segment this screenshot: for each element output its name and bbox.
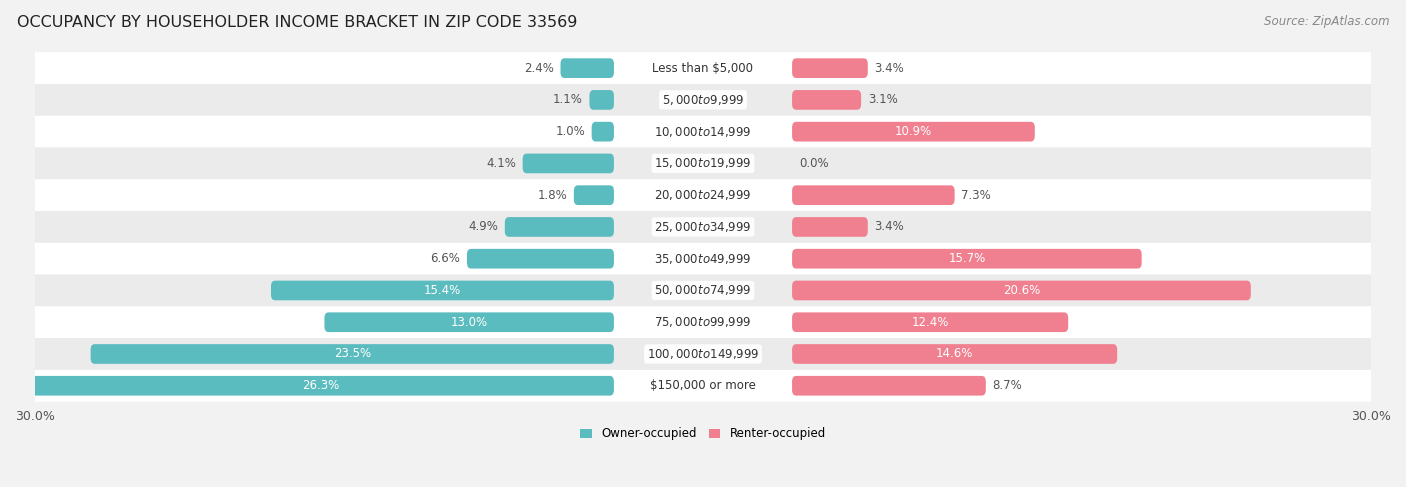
FancyBboxPatch shape [24, 179, 1382, 211]
FancyBboxPatch shape [28, 376, 614, 395]
FancyBboxPatch shape [592, 122, 614, 142]
FancyBboxPatch shape [90, 344, 614, 364]
FancyBboxPatch shape [589, 90, 614, 110]
Text: $75,000 to $99,999: $75,000 to $99,999 [654, 315, 752, 329]
Text: $100,000 to $149,999: $100,000 to $149,999 [647, 347, 759, 361]
FancyBboxPatch shape [792, 312, 1069, 332]
FancyBboxPatch shape [523, 153, 614, 173]
Text: 1.8%: 1.8% [537, 188, 567, 202]
Text: 8.7%: 8.7% [993, 379, 1022, 392]
Text: 4.1%: 4.1% [486, 157, 516, 170]
Text: 20.6%: 20.6% [1002, 284, 1040, 297]
FancyBboxPatch shape [24, 211, 1382, 243]
FancyBboxPatch shape [792, 186, 955, 205]
Text: 15.7%: 15.7% [948, 252, 986, 265]
FancyBboxPatch shape [792, 122, 1035, 142]
FancyBboxPatch shape [24, 370, 1382, 402]
Text: 2.4%: 2.4% [524, 62, 554, 75]
Text: 1.1%: 1.1% [553, 94, 582, 106]
Text: Source: ZipAtlas.com: Source: ZipAtlas.com [1264, 15, 1389, 28]
FancyBboxPatch shape [271, 281, 614, 300]
Text: 4.9%: 4.9% [468, 221, 498, 233]
FancyBboxPatch shape [24, 116, 1382, 148]
FancyBboxPatch shape [24, 84, 1382, 116]
Text: $20,000 to $24,999: $20,000 to $24,999 [654, 188, 752, 202]
Text: $10,000 to $14,999: $10,000 to $14,999 [654, 125, 752, 139]
Text: $25,000 to $34,999: $25,000 to $34,999 [654, 220, 752, 234]
FancyBboxPatch shape [792, 344, 1118, 364]
FancyBboxPatch shape [24, 275, 1382, 306]
Text: 0.0%: 0.0% [799, 157, 828, 170]
FancyBboxPatch shape [792, 90, 860, 110]
FancyBboxPatch shape [467, 249, 614, 268]
Text: 3.4%: 3.4% [875, 221, 904, 233]
Text: $150,000 or more: $150,000 or more [650, 379, 756, 392]
Text: $5,000 to $9,999: $5,000 to $9,999 [662, 93, 744, 107]
FancyBboxPatch shape [24, 306, 1382, 338]
FancyBboxPatch shape [24, 52, 1382, 84]
FancyBboxPatch shape [574, 186, 614, 205]
Text: 15.4%: 15.4% [423, 284, 461, 297]
FancyBboxPatch shape [24, 243, 1382, 275]
FancyBboxPatch shape [792, 58, 868, 78]
Text: 12.4%: 12.4% [911, 316, 949, 329]
FancyBboxPatch shape [325, 312, 614, 332]
Text: 14.6%: 14.6% [936, 348, 973, 360]
Text: 23.5%: 23.5% [333, 348, 371, 360]
Legend: Owner-occupied, Renter-occupied: Owner-occupied, Renter-occupied [575, 423, 831, 445]
Text: $35,000 to $49,999: $35,000 to $49,999 [654, 252, 752, 266]
FancyBboxPatch shape [561, 58, 614, 78]
Text: 7.3%: 7.3% [962, 188, 991, 202]
FancyBboxPatch shape [505, 217, 614, 237]
FancyBboxPatch shape [792, 281, 1251, 300]
Text: 26.3%: 26.3% [302, 379, 340, 392]
Text: 10.9%: 10.9% [894, 125, 932, 138]
FancyBboxPatch shape [24, 148, 1382, 179]
FancyBboxPatch shape [792, 376, 986, 395]
FancyBboxPatch shape [792, 217, 868, 237]
Text: Less than $5,000: Less than $5,000 [652, 62, 754, 75]
Text: 3.4%: 3.4% [875, 62, 904, 75]
FancyBboxPatch shape [792, 249, 1142, 268]
Text: 3.1%: 3.1% [868, 94, 897, 106]
Text: 13.0%: 13.0% [450, 316, 488, 329]
Text: OCCUPANCY BY HOUSEHOLDER INCOME BRACKET IN ZIP CODE 33569: OCCUPANCY BY HOUSEHOLDER INCOME BRACKET … [17, 15, 578, 30]
FancyBboxPatch shape [24, 338, 1382, 370]
Text: 6.6%: 6.6% [430, 252, 460, 265]
Text: $50,000 to $74,999: $50,000 to $74,999 [654, 283, 752, 298]
Text: 1.0%: 1.0% [555, 125, 585, 138]
Text: $15,000 to $19,999: $15,000 to $19,999 [654, 156, 752, 170]
